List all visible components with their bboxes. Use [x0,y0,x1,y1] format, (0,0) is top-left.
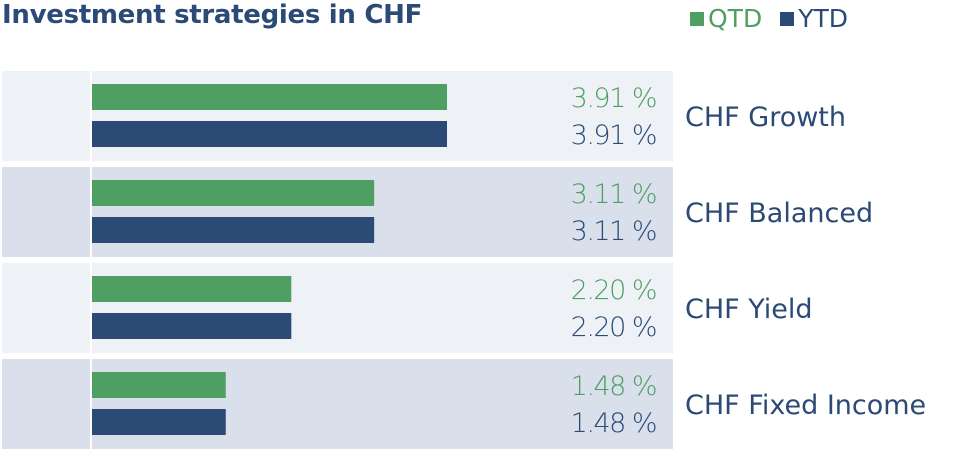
data-label-qtd-chf-growth: 3.91 % [571,83,656,114]
chart-title: Investment strategies in CHF [2,0,423,30]
legend-swatch-ytd [780,11,795,26]
legend-item-qtd: QTD [690,4,762,33]
legend-label-qtd: QTD [708,4,763,33]
data-label-qtd-chf-fixed-income: 1.48 % [571,371,656,402]
data-label-qtd-chf-yield: 2.20 % [571,275,656,306]
bar-qtd-chf-yield [91,276,292,302]
bar-ytd-chf-growth [91,121,447,147]
legend-swatch-qtd [690,11,704,26]
bar-ytd-chf-fixed-income [91,409,226,435]
category-label-chf-balanced: CHF Balanced [685,198,873,229]
legend-item-ytd: YTD [780,4,848,33]
data-label-ytd-chf-balanced: 3.11 % [571,216,656,247]
data-label-ytd-chf-fixed-income: 1.48 % [571,408,656,439]
bar-ytd-chf-balanced [91,217,375,243]
data-label-ytd-chf-yield: 2.20 % [571,312,656,343]
data-label-ytd-chf-growth: 3.91 % [571,120,656,151]
legend: QTD YTD [690,4,866,33]
bar-ytd-chf-yield [91,313,292,339]
category-label-chf-fixed-income: CHF Fixed Income [685,390,926,421]
category-label-chf-yield: CHF Yield [685,294,813,325]
bar-qtd-chf-fixed-income [91,372,226,398]
bar-qtd-chf-growth [91,84,447,110]
bar-qtd-chf-balanced [91,180,375,206]
data-label-qtd-chf-balanced: 3.11 % [571,179,656,210]
category-label-chf-growth: CHF Growth [685,102,846,133]
legend-label-ytd: YTD [798,4,848,33]
